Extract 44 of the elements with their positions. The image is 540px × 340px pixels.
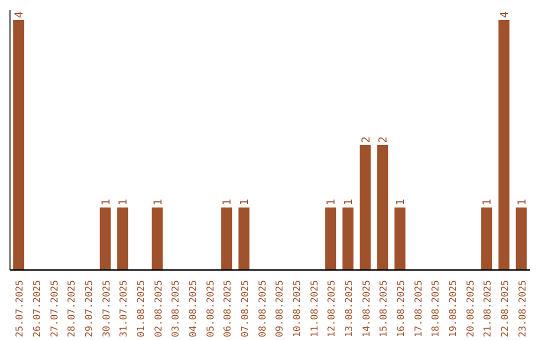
x-tick-label: 27.07.2025: [49, 280, 60, 338]
x-tick-label: 19.08.2025: [448, 280, 459, 338]
x-tick-label: 30.07.2025: [101, 280, 112, 338]
data-label: 1: [151, 198, 164, 206]
x-tick-label: 14.08.2025: [361, 280, 372, 338]
x-tick-label: 20.08.2025: [465, 280, 476, 338]
data-label: 1: [116, 198, 130, 206]
x-tick-label: 21.08.2025: [482, 280, 494, 338]
x-tick-label: 10.08.2025: [292, 280, 303, 338]
data-label: 1: [238, 198, 251, 206]
data-label: 1: [480, 198, 494, 206]
data-label: 1: [99, 198, 112, 206]
x-tick-label: 31.07.2025: [118, 280, 130, 338]
x-tick-label: 25.07.2025: [14, 280, 26, 338]
x-tick-label: 11.08.2025: [309, 280, 320, 338]
x-tick-label: 06.08.2025: [222, 280, 234, 338]
data-label: 1: [515, 198, 528, 206]
x-tick-label: 29.07.2025: [84, 280, 95, 338]
x-tick-label: 12.08.2025: [326, 280, 338, 338]
x-tick-label: 01.08.2025: [136, 280, 147, 338]
data-label: 4: [12, 11, 26, 18]
x-tick-label: 13.08.2025: [344, 280, 355, 338]
x-tick-label: 09.08.2025: [274, 280, 286, 338]
x-tick-label: 07.08.2025: [240, 280, 251, 338]
x-tick-label: 23.08.2025: [517, 280, 528, 338]
x-tick-label: 16.08.2025: [396, 280, 407, 338]
x-tick-label: 18.08.2025: [430, 280, 442, 338]
x-tick-label: 22.08.2025: [500, 280, 511, 338]
x-tick-label: 08.08.2025: [257, 280, 268, 338]
data-label: 1: [342, 198, 355, 206]
x-tick-label: 17.08.2025: [413, 280, 424, 338]
data-label: 2: [359, 136, 372, 143]
x-tick-label: 26.07.2025: [32, 280, 43, 338]
data-label: 1: [394, 198, 407, 206]
x-tick-label: 04.08.2025: [188, 280, 199, 338]
data-label: 1: [324, 198, 338, 206]
data-label: 4: [498, 11, 511, 18]
data-label: 1: [220, 198, 234, 206]
data-label: 2: [376, 136, 390, 143]
x-tick-label: 05.08.2025: [205, 280, 216, 338]
x-tick-label: 28.07.2025: [66, 280, 78, 338]
x-tick-label: 15.08.2025: [378, 280, 390, 338]
x-tick-label: 03.08.2025: [170, 280, 182, 338]
x-tick-label: 02.08.2025: [153, 280, 164, 338]
